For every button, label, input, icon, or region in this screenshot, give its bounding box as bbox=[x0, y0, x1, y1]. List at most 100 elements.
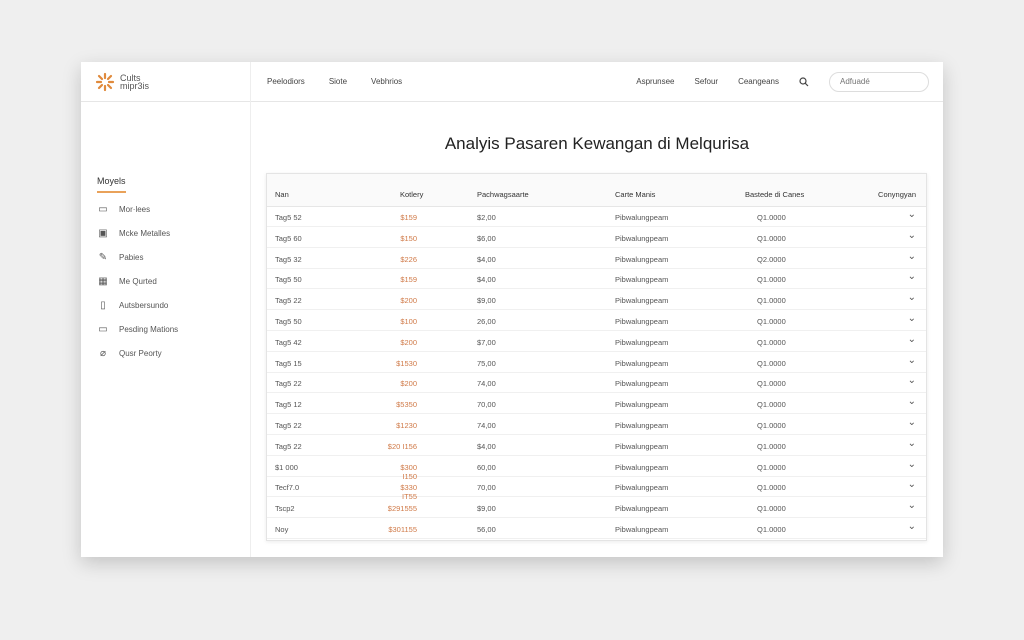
chevron-down-icon[interactable]: ⌄ bbox=[907, 229, 916, 241]
nav-link[interactable]: Ceangeans bbox=[738, 77, 779, 86]
table-cell: 26,00 bbox=[477, 317, 496, 326]
logo[interactable]: Cults mipr3is bbox=[81, 61, 251, 102]
sidebar-item[interactable]: ▦ Me Qurted bbox=[97, 276, 157, 287]
table-row[interactable]: Tag5 42 $200 $7,00 Pibwalungpeam Q1.0000 ⌄ bbox=[267, 332, 926, 352]
table-cell: Tag5 22 bbox=[275, 441, 302, 451]
sidebar-item[interactable]: ⌀ Qusr Peorty bbox=[97, 348, 162, 359]
column-header[interactable]: Nan bbox=[275, 190, 289, 199]
table-row[interactable]: Tag5 12 $5350 70,00 Pibwalungpeam Q1.0000 ⌄ bbox=[267, 394, 926, 415]
chevron-down-icon[interactable]: ⌄ bbox=[907, 396, 916, 408]
column-header[interactable]: Carte Manis bbox=[615, 190, 656, 199]
table-cell: $2,00 bbox=[477, 213, 496, 222]
table-cell: Pibwalungpeam bbox=[615, 233, 669, 243]
table-cell: Pibwalungpeam bbox=[615, 337, 669, 347]
table-cell: Pibwalungpeam bbox=[615, 525, 669, 534]
table-cell: Q1.0000 bbox=[757, 296, 786, 306]
column-header[interactable]: Pachwagsaarte bbox=[477, 190, 529, 199]
logo-line2: mipr3is bbox=[120, 80, 150, 91]
table-cell: Q2.0000 bbox=[757, 254, 786, 264]
chevron-down-icon[interactable]: ⌄ bbox=[907, 333, 916, 345]
table-row[interactable]: Tscp2 $291555 $9,00 Pibwalungpeam Q1.0000 ⌄ bbox=[267, 498, 926, 519]
chevron-down-icon[interactable]: ⌄ bbox=[907, 354, 916, 366]
table-header: Nan Kotlery Pachwagsaarte Carte Manis Ba… bbox=[267, 174, 926, 207]
grid-icon: ▦ bbox=[98, 276, 108, 287]
table-cell: Tag5 52 bbox=[275, 213, 302, 222]
chevron-down-icon[interactable]: ⌄ bbox=[907, 313, 916, 324]
table-row[interactable]: Tag5 22 $20 I156 $4,00 Pibwalungpeam Q1.0000… bbox=[267, 436, 926, 456]
table-cell: Tag5 22 bbox=[275, 379, 302, 389]
table-cell: Pibwalungpeam bbox=[615, 441, 669, 451]
sidebar-item[interactable]: ▭ Mor·lees bbox=[97, 204, 150, 215]
table-cell: Pibwalungpeam bbox=[615, 400, 669, 410]
table-cell: Q1.0000 bbox=[757, 421, 786, 430]
chevron-down-icon[interactable]: ⌄ bbox=[907, 250, 916, 262]
sidebar-item-label: Autsbersundo bbox=[119, 301, 169, 310]
table-cell: Tag5 32 bbox=[275, 254, 302, 264]
table-cell: $150 bbox=[400, 233, 417, 243]
table-cell: Q1.0000 bbox=[757, 275, 786, 285]
table-cell: $20 I156 bbox=[387, 441, 417, 451]
column-header[interactable]: Bastede di Canes bbox=[745, 190, 805, 199]
search-icon[interactable] bbox=[799, 76, 809, 87]
chevron-down-icon[interactable]: ⌄ bbox=[907, 375, 916, 387]
table-row[interactable]: $1 000 $300 I150 60,00 Pibwalungpeam Q1.0000… bbox=[267, 457, 926, 481]
table-cell: 60,00 bbox=[477, 462, 496, 472]
search-input[interactable] bbox=[829, 71, 929, 92]
nav-link[interactable]: Sefour bbox=[694, 77, 719, 86]
chevron-down-icon[interactable]: ⌄ bbox=[907, 209, 916, 220]
nav-item[interactable]: Peelodiors bbox=[267, 77, 305, 86]
sun-logo-icon bbox=[95, 72, 115, 91]
chevron-down-icon[interactable]: ⌄ bbox=[907, 479, 916, 491]
table-row[interactable]: Noy $301155 56,00 Pibwalungpeam Q1.0000 ⌄ bbox=[267, 519, 926, 539]
active-underline bbox=[97, 191, 126, 193]
table-row[interactable]: Tag5 15 $1530 75,00 Pibwalungpeam Q1.0000 ⌄ bbox=[267, 353, 926, 373]
table-cell: $226 bbox=[400, 254, 417, 264]
chevron-down-icon[interactable]: ⌄ bbox=[907, 437, 916, 449]
chevron-down-icon[interactable]: ⌄ bbox=[907, 500, 916, 512]
chevron-down-icon[interactable]: ⌄ bbox=[907, 458, 916, 470]
sidebar-item-label: Mcke Metalles bbox=[119, 229, 171, 238]
clipboard-icon: ▭ bbox=[98, 204, 108, 215]
chevron-down-icon[interactable]: ⌄ bbox=[907, 292, 916, 304]
table-row[interactable]: Tag5 32 $226 $4,00 Pibwalungpeam Q2.0000 ⌄ bbox=[267, 249, 926, 269]
table-row[interactable]: Tag5 22 $1230 74,00 Pibwalungpeam Q1.0000 ⌄ bbox=[267, 415, 926, 435]
column-header[interactable]: Kotlery bbox=[400, 190, 424, 199]
table-row[interactable]: Tag5 60 $150 $6,00 Pibwalungpeam Q1.0000 ⌄ bbox=[267, 228, 926, 248]
table-cell: Q1.0000 bbox=[757, 441, 786, 451]
table-cell: Pibwalungpeam bbox=[615, 462, 669, 472]
table-cell: $6,00 bbox=[477, 233, 496, 243]
document-icon: ▯ bbox=[100, 300, 106, 311]
chevron-down-icon[interactable]: ⌄ bbox=[907, 271, 916, 283]
table-cell: Pibwalungpeam bbox=[615, 317, 669, 326]
chevron-down-icon[interactable]: ⌄ bbox=[907, 521, 916, 532]
table-cell: $100 bbox=[400, 317, 417, 326]
table-cell: Noy bbox=[275, 525, 289, 534]
nav-item[interactable]: Vebhrios bbox=[371, 77, 403, 86]
nav-item[interactable]: Siote bbox=[328, 77, 348, 86]
sidebar-item[interactable]: ✎ Pabies bbox=[97, 252, 144, 263]
sidebar: Moyels ▭ Mor·lees ▣ Mcke Metalles ✎ Pabies … bbox=[81, 102, 251, 557]
table-row[interactable]: Tag5 52 $159 $2,00 Pibwalungpeam Q1.0000 ⌄ bbox=[267, 207, 926, 227]
table-cell: Tag5 50 bbox=[275, 275, 302, 285]
table-cell: 70,00 bbox=[477, 400, 496, 410]
table-cell: Tag5 15 bbox=[275, 358, 302, 368]
page-title: Analyis Pasaren Kewangan di Melqurisa bbox=[444, 134, 750, 153]
table-cell: $1230 bbox=[396, 421, 417, 430]
column-header[interactable]: Conyngyan bbox=[878, 190, 916, 199]
table-row[interactable]: Tag5 50 $100 26,00 Pibwalungpeam Q1.0000 ⌄ bbox=[267, 311, 926, 331]
table-row[interactable]: Tag5 50 $159 $4,00 Pibwalungpeam Q1.0000 ⌄ bbox=[267, 269, 926, 290]
table-row[interactable]: Tecf7.0 $330 IT55 70,00 Pibwalungpeam Q1.000… bbox=[267, 477, 926, 501]
sidebar-item-label: Mor·lees bbox=[119, 205, 151, 214]
nav-link[interactable]: Asprunsee bbox=[636, 77, 675, 86]
sidebar-item[interactable]: ▭ Pesding Mations bbox=[97, 324, 178, 335]
data-table: Nan Kotlery Pachwagsaarte Carte Manis Ba… bbox=[266, 173, 927, 541]
table-cell: $301155 bbox=[388, 525, 417, 534]
table-row[interactable]: Tag5 22 $200 74,00 Pibwalungpeam Q1.0000 ⌄ bbox=[267, 373, 926, 394]
top-bar: Cults mipr3is Peelodiors Siote Vebhrios A… bbox=[81, 61, 943, 102]
sidebar-item[interactable]: ▣ Mcke Metalles bbox=[97, 228, 170, 239]
table-row[interactable]: Tag5 22 $200 $9,00 Pibwalungpeam Q1.0000 ⌄ bbox=[267, 290, 926, 311]
table-cell: $1530 bbox=[396, 358, 417, 368]
table-cell: Q1.0000 bbox=[757, 462, 786, 472]
sidebar-item[interactable]: ▯ Autsbersundo bbox=[97, 300, 168, 311]
chevron-down-icon[interactable]: ⌄ bbox=[907, 417, 916, 428]
